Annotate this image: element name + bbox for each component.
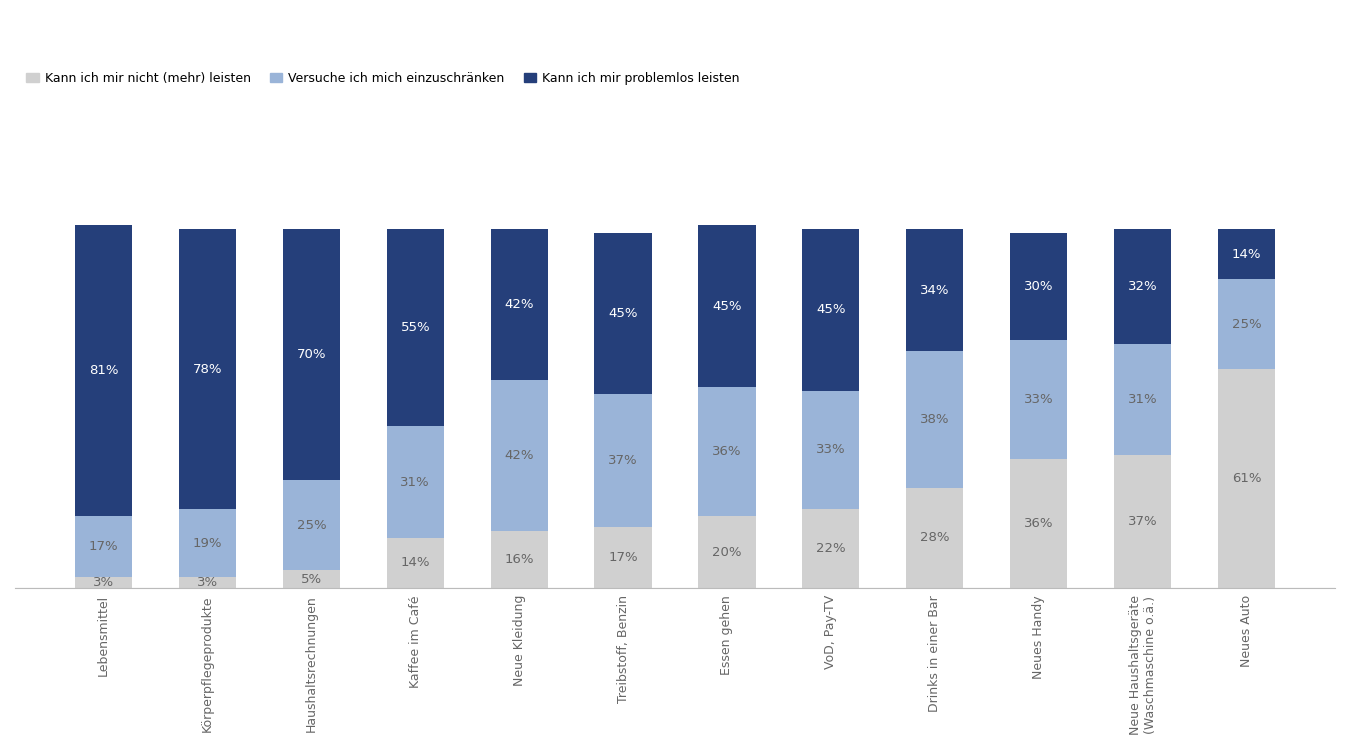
Text: 19%: 19% xyxy=(193,537,223,550)
Bar xyxy=(698,226,756,387)
Bar xyxy=(698,387,756,516)
Text: 33%: 33% xyxy=(815,443,845,456)
Bar xyxy=(1010,232,1068,340)
Bar xyxy=(180,509,236,578)
Bar xyxy=(386,538,444,588)
Bar xyxy=(282,229,340,480)
Text: 42%: 42% xyxy=(505,448,533,462)
Legend: Kann ich mir nicht (mehr) leisten, Versuche ich mich einzuschränken, Kann ich mi: Kann ich mir nicht (mehr) leisten, Versu… xyxy=(22,67,745,90)
Bar xyxy=(76,226,132,516)
Text: 42%: 42% xyxy=(505,298,533,311)
Bar xyxy=(1114,455,1170,588)
Text: 20%: 20% xyxy=(713,546,741,559)
Text: 3%: 3% xyxy=(197,576,219,590)
Text: 14%: 14% xyxy=(401,556,431,569)
Text: 36%: 36% xyxy=(1023,517,1053,530)
Bar xyxy=(490,530,548,588)
Text: 22%: 22% xyxy=(815,542,845,555)
Bar xyxy=(1010,340,1068,459)
Text: 45%: 45% xyxy=(817,303,845,316)
Text: 78%: 78% xyxy=(193,362,223,376)
Text: 30%: 30% xyxy=(1023,280,1053,293)
Bar xyxy=(1114,229,1170,344)
Text: 38%: 38% xyxy=(919,413,949,426)
Text: 25%: 25% xyxy=(1231,318,1261,331)
Text: 14%: 14% xyxy=(1231,248,1261,261)
Text: 5%: 5% xyxy=(301,572,321,586)
Text: 37%: 37% xyxy=(1127,515,1157,528)
Bar xyxy=(490,229,548,380)
Text: 17%: 17% xyxy=(609,551,637,564)
Bar xyxy=(594,394,652,527)
Bar xyxy=(802,391,860,509)
Text: 70%: 70% xyxy=(297,348,327,361)
Text: 28%: 28% xyxy=(919,531,949,544)
Text: 45%: 45% xyxy=(609,307,637,320)
Text: 45%: 45% xyxy=(713,300,741,313)
Bar xyxy=(1218,279,1274,369)
Bar xyxy=(1114,344,1170,455)
Bar xyxy=(282,480,340,570)
Bar xyxy=(1218,369,1274,588)
Text: 61%: 61% xyxy=(1231,472,1261,485)
Bar xyxy=(594,527,652,588)
Bar xyxy=(386,229,444,427)
Bar xyxy=(76,578,132,588)
Bar xyxy=(386,427,444,538)
Bar xyxy=(490,380,548,530)
Text: 33%: 33% xyxy=(1023,393,1053,406)
Bar xyxy=(906,488,964,588)
Bar xyxy=(906,351,964,488)
Text: 31%: 31% xyxy=(401,476,431,489)
Text: 17%: 17% xyxy=(89,540,119,554)
Bar xyxy=(802,229,860,391)
Bar xyxy=(1218,229,1274,279)
Text: 32%: 32% xyxy=(1127,280,1157,293)
Bar xyxy=(180,578,236,588)
Text: 31%: 31% xyxy=(1127,393,1157,406)
Text: 34%: 34% xyxy=(919,284,949,296)
Bar xyxy=(906,229,964,351)
Bar xyxy=(594,232,652,394)
Text: 55%: 55% xyxy=(401,321,431,334)
Bar xyxy=(698,516,756,588)
Bar xyxy=(180,229,236,509)
Bar xyxy=(282,570,340,588)
Bar xyxy=(1010,459,1068,588)
Bar xyxy=(802,509,860,588)
Text: 37%: 37% xyxy=(609,454,637,467)
Text: 3%: 3% xyxy=(93,576,115,590)
Text: 25%: 25% xyxy=(297,519,327,532)
Text: 16%: 16% xyxy=(505,553,533,566)
Text: 81%: 81% xyxy=(89,364,119,377)
Text: 36%: 36% xyxy=(713,446,741,458)
Bar xyxy=(76,516,132,578)
